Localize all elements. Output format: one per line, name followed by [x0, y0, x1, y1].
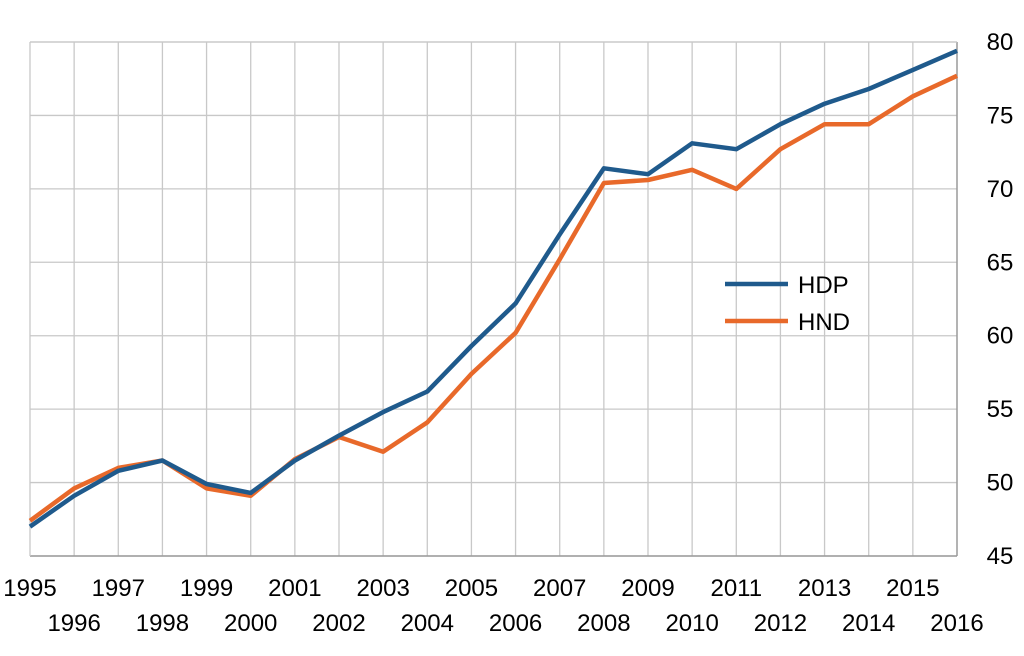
- x-tick-label: 2006: [489, 610, 542, 637]
- grid-lines: [30, 41, 957, 557]
- y-tick-label: 80: [987, 29, 1014, 56]
- x-tick-label: 2000: [224, 610, 277, 637]
- x-tick-label: 2008: [577, 610, 630, 637]
- y-tick-label: 50: [987, 470, 1014, 497]
- y-tick-label: 55: [987, 396, 1014, 423]
- y-tick-labels: 45 50 55 60 65 70 75 80: [987, 29, 1014, 570]
- legend-label-hnd: HND: [798, 309, 850, 336]
- y-tick-label: 65: [987, 249, 1014, 276]
- x-tick-label: 2013: [798, 575, 851, 602]
- legend: HDP HND: [725, 272, 850, 336]
- x-tick-label: 1999: [180, 575, 233, 602]
- x-tick-label: 2003: [356, 575, 409, 602]
- y-tick-label: 70: [987, 176, 1014, 203]
- y-tick-label: 75: [987, 102, 1014, 129]
- x-tick-label: 2004: [401, 610, 454, 637]
- x-tick-label: 2014: [842, 610, 895, 637]
- x-tick-label: 2010: [665, 610, 718, 637]
- x-tick-labels: 1995 1996 1997 1998 1999 2000 2001 2002 2003 2004…: [3, 575, 983, 637]
- x-tick-label: 2016: [930, 610, 983, 637]
- x-tick-label: 2002: [312, 610, 365, 637]
- x-tick-label: 2015: [886, 575, 939, 602]
- x-tick-label: 2011: [710, 575, 762, 602]
- x-tick-label: 2005: [445, 575, 498, 602]
- x-tick-label: 2007: [533, 575, 586, 602]
- y-tick-label: 60: [987, 323, 1014, 350]
- x-tick-label: 1995: [3, 575, 56, 602]
- x-tick-label: 1997: [92, 575, 145, 602]
- x-tick-label: 2009: [621, 575, 674, 602]
- series-line-hdp: [28, 48, 958, 529]
- y-tick-label: 45: [987, 543, 1014, 570]
- x-tick-label: 1998: [136, 610, 189, 637]
- x-tick-label: 2001: [268, 575, 321, 602]
- x-tick-label: 2012: [754, 610, 807, 637]
- legend-label-hdp: HDP: [798, 272, 849, 299]
- axes: [29, 41, 958, 557]
- series-lines: [28, 48, 958, 529]
- x-tick-label: 1996: [47, 610, 100, 637]
